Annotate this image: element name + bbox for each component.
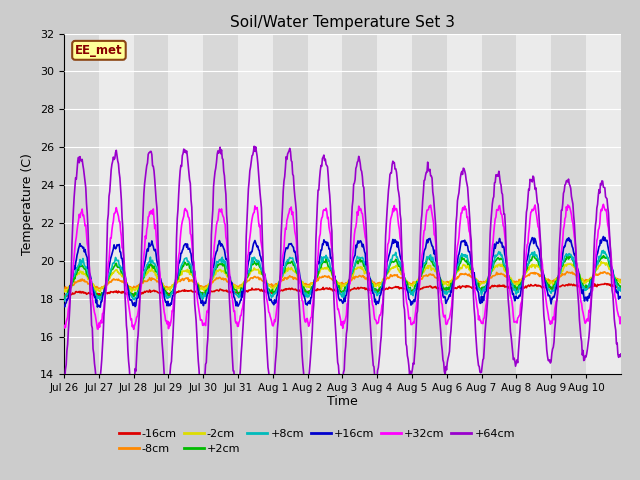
Bar	[516, 34, 551, 374]
Title: Soil/Water Temperature Set 3: Soil/Water Temperature Set 3	[230, 15, 455, 30]
Bar	[204, 34, 238, 374]
Bar	[412, 34, 447, 374]
Bar	[168, 34, 204, 374]
Bar	[342, 34, 377, 374]
Bar	[377, 34, 412, 374]
Bar	[64, 34, 99, 374]
Bar	[551, 34, 586, 374]
Bar	[238, 34, 273, 374]
Bar	[586, 34, 621, 374]
Bar	[447, 34, 481, 374]
Text: EE_met: EE_met	[75, 44, 123, 57]
Bar	[308, 34, 342, 374]
Y-axis label: Temperature (C): Temperature (C)	[22, 153, 35, 255]
Bar	[134, 34, 168, 374]
Bar	[273, 34, 308, 374]
Bar	[481, 34, 516, 374]
Bar	[99, 34, 134, 374]
X-axis label: Time: Time	[327, 395, 358, 408]
Legend: -16cm, -8cm, -2cm, +2cm, +8cm, +16cm, +32cm, +64cm: -16cm, -8cm, -2cm, +2cm, +8cm, +16cm, +3…	[114, 424, 520, 459]
